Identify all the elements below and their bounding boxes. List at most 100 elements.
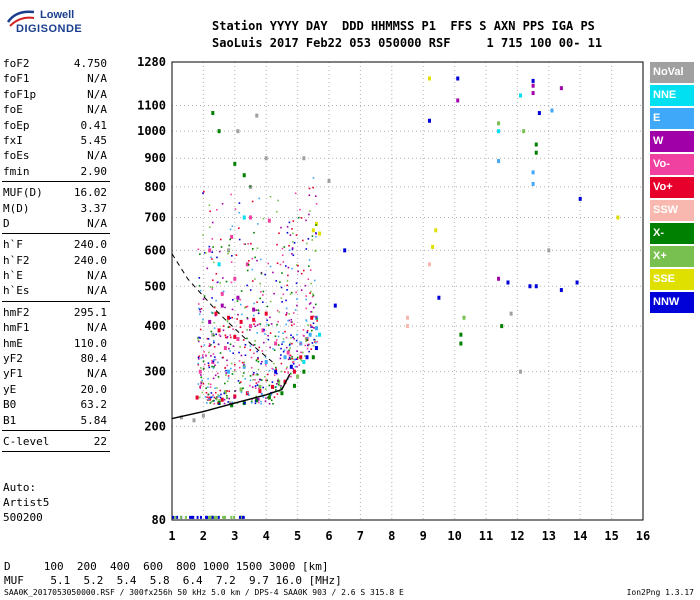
trace-dot bbox=[316, 318, 318, 320]
trace-dot bbox=[256, 324, 259, 326]
trace-dot bbox=[226, 394, 228, 397]
trace-dot bbox=[199, 289, 202, 292]
trace-dot bbox=[202, 234, 204, 236]
trace-dot bbox=[240, 391, 243, 394]
data-point bbox=[208, 248, 212, 253]
trace-dot bbox=[236, 402, 239, 405]
data-point bbox=[245, 262, 249, 267]
trace-dot bbox=[288, 357, 291, 359]
param-value: N/A bbox=[87, 284, 107, 298]
trace-dot bbox=[306, 337, 309, 340]
header-line-2: SaoLuis 2017 Feb22 053 050000 RSF 1 715 … bbox=[212, 36, 603, 50]
trace-dot bbox=[271, 367, 273, 370]
trace-dot bbox=[287, 371, 289, 373]
trace-dot bbox=[239, 346, 241, 348]
trace-dot bbox=[201, 321, 204, 324]
trace-dot bbox=[311, 329, 313, 332]
trace-dot bbox=[222, 277, 224, 279]
trace-dot bbox=[250, 242, 252, 245]
trace-dot bbox=[291, 321, 294, 323]
param-value: 16.02 bbox=[73, 186, 107, 200]
param-value: 20.0 bbox=[80, 382, 108, 396]
trace-dot bbox=[310, 326, 312, 328]
trace-dot bbox=[278, 232, 280, 235]
trace-dot bbox=[226, 336, 229, 338]
trace-dot bbox=[280, 347, 282, 350]
trace-dot bbox=[176, 515, 179, 519]
trace-dot bbox=[266, 305, 269, 308]
param-row: hmE 110.0 bbox=[2, 336, 110, 351]
legend-item: SSW bbox=[650, 200, 694, 221]
trace-dot bbox=[198, 355, 201, 358]
param-key: foF2 bbox=[3, 57, 30, 70]
trace-dot bbox=[200, 382, 202, 384]
trace-dot bbox=[260, 362, 262, 365]
trace-dot bbox=[314, 341, 316, 343]
data-point bbox=[308, 332, 312, 337]
trace-dot bbox=[304, 355, 306, 357]
trace-dot bbox=[311, 342, 314, 344]
trace-dot bbox=[222, 356, 224, 359]
trace-dot bbox=[257, 397, 260, 400]
trace-dot bbox=[264, 400, 267, 402]
y-tick-label: 400 bbox=[144, 319, 166, 333]
trace-dot bbox=[206, 515, 209, 519]
trace-dot bbox=[257, 312, 260, 315]
trace-dot bbox=[290, 375, 292, 378]
trace-dot bbox=[213, 306, 216, 309]
trace-dot bbox=[251, 200, 254, 203]
trace-dot bbox=[310, 348, 313, 350]
trace-dot bbox=[292, 220, 295, 222]
data-point bbox=[286, 350, 290, 355]
trace-dot bbox=[210, 330, 213, 333]
data-point bbox=[249, 215, 252, 220]
trace-dot bbox=[305, 219, 307, 222]
x-tick-label: 4 bbox=[263, 529, 270, 543]
trace-dot bbox=[290, 334, 292, 336]
trace-dot bbox=[280, 354, 282, 356]
trace-dot bbox=[293, 242, 296, 244]
x-tick-label: 16 bbox=[636, 529, 650, 543]
trace-dot bbox=[255, 382, 258, 384]
trace-dot bbox=[233, 363, 236, 366]
trace-dot bbox=[302, 239, 304, 242]
trace-dot bbox=[276, 210, 278, 213]
trace-dot bbox=[200, 376, 203, 379]
trace-dot bbox=[308, 194, 311, 197]
trace-dot bbox=[296, 365, 298, 368]
data-point bbox=[264, 311, 268, 316]
trace-dot bbox=[200, 357, 203, 359]
trace-dot bbox=[217, 394, 219, 396]
data-point bbox=[239, 319, 243, 324]
trace-dot bbox=[223, 515, 226, 519]
trace-dot bbox=[273, 292, 275, 295]
trace-dot bbox=[305, 295, 308, 297]
trace-dot bbox=[312, 345, 315, 347]
trace-dot bbox=[266, 379, 269, 382]
trace-dot bbox=[286, 284, 289, 287]
trace-dot bbox=[314, 250, 317, 252]
trace-dot bbox=[230, 402, 233, 404]
trace-dot bbox=[289, 249, 291, 252]
param-row: foF1 N/A bbox=[2, 71, 110, 86]
trace-dot bbox=[244, 354, 247, 357]
trace-dot bbox=[218, 334, 221, 336]
trace-dot bbox=[273, 362, 275, 365]
trace-dot bbox=[202, 318, 204, 321]
trace-dot bbox=[254, 256, 256, 259]
param-divider bbox=[2, 233, 110, 235]
trace-dot bbox=[297, 270, 299, 273]
data-point bbox=[318, 332, 322, 337]
trace-dot bbox=[277, 344, 280, 346]
trace-dot bbox=[309, 302, 312, 304]
param-value: N/A bbox=[87, 321, 107, 335]
trace-dot bbox=[262, 290, 265, 293]
trace-dot bbox=[223, 402, 226, 405]
trace-dot bbox=[250, 400, 253, 403]
trace-dot bbox=[277, 378, 280, 381]
param-value: 2.90 bbox=[80, 164, 108, 178]
trace-dot bbox=[202, 192, 204, 195]
trace-dot bbox=[304, 344, 307, 347]
trace-dot bbox=[288, 244, 290, 247]
trace-dot bbox=[305, 307, 308, 310]
